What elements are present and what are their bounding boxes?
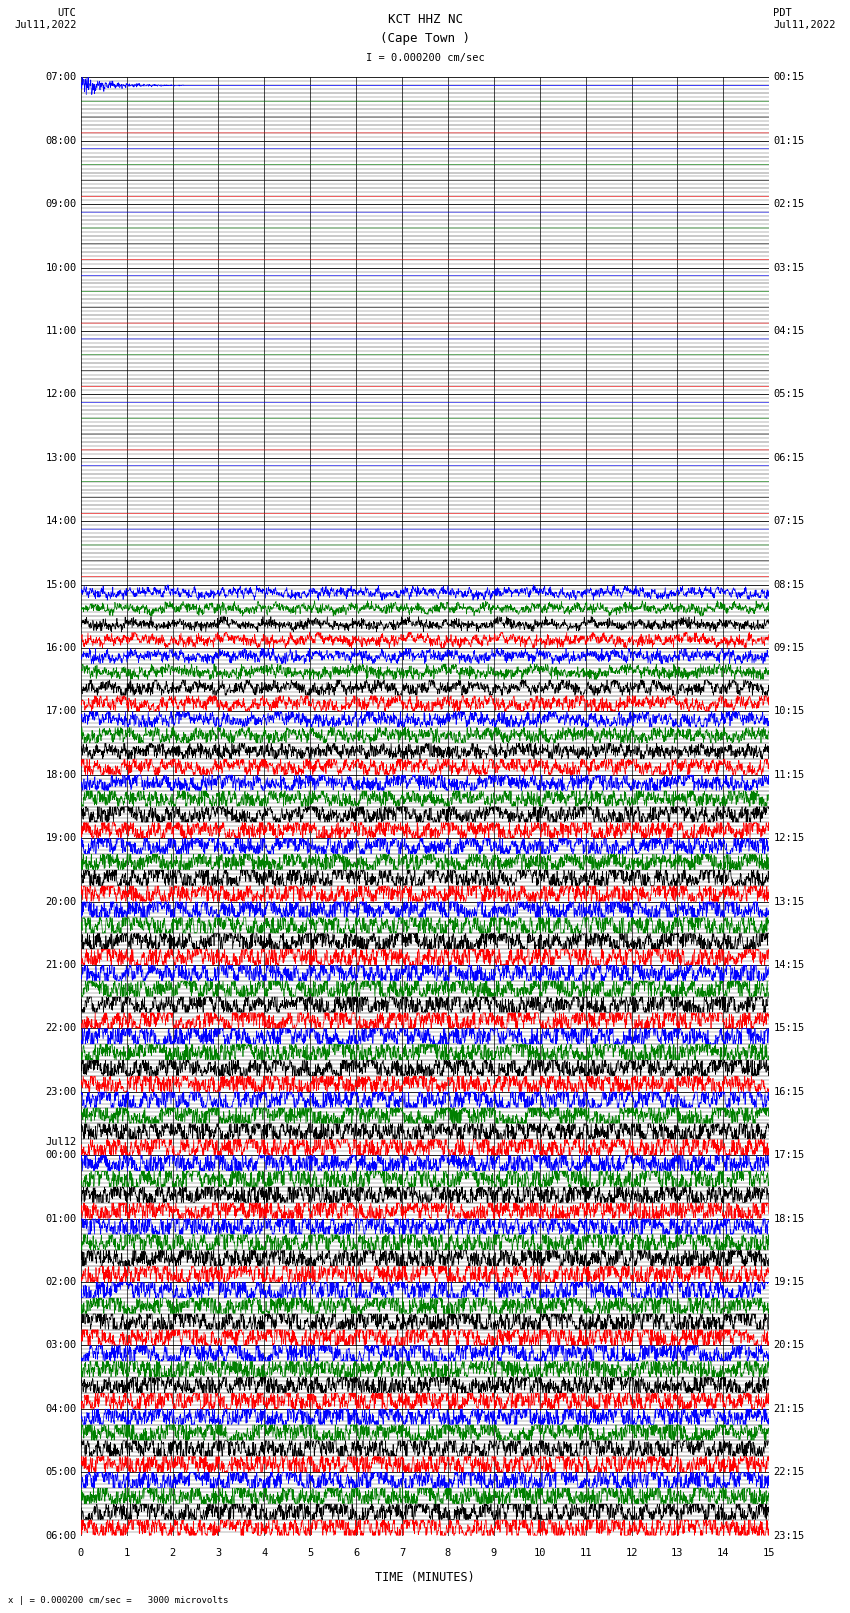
Text: 22:15: 22:15 [774, 1468, 805, 1478]
Text: 15:00: 15:00 [45, 579, 76, 590]
Text: x | = 0.000200 cm/sec =   3000 microvolts: x | = 0.000200 cm/sec = 3000 microvolts [8, 1595, 229, 1605]
Text: 18:15: 18:15 [774, 1213, 805, 1224]
Text: 1: 1 [123, 1548, 130, 1558]
Text: 08:00: 08:00 [45, 135, 76, 145]
Text: 11:00: 11:00 [45, 326, 76, 336]
Text: 10: 10 [534, 1548, 546, 1558]
Text: 00:15: 00:15 [774, 73, 805, 82]
Text: 05:00: 05:00 [45, 1468, 76, 1478]
Text: 23:00: 23:00 [45, 1087, 76, 1097]
Text: 3: 3 [215, 1548, 222, 1558]
Text: 22:00: 22:00 [45, 1023, 76, 1034]
Text: 5: 5 [307, 1548, 314, 1558]
Text: 17:15: 17:15 [774, 1150, 805, 1160]
Text: PDT
Jul11,2022: PDT Jul11,2022 [774, 8, 836, 29]
Text: 09:00: 09:00 [45, 200, 76, 210]
Text: 04:00: 04:00 [45, 1403, 76, 1413]
Text: 20:00: 20:00 [45, 897, 76, 907]
Text: 04:15: 04:15 [774, 326, 805, 336]
Text: 13: 13 [672, 1548, 683, 1558]
Text: 14: 14 [717, 1548, 729, 1558]
Text: 00:00: 00:00 [45, 1150, 76, 1160]
Text: 6: 6 [353, 1548, 360, 1558]
Text: UTC
Jul11,2022: UTC Jul11,2022 [14, 8, 76, 29]
Text: 10:15: 10:15 [774, 706, 805, 716]
Text: 12:00: 12:00 [45, 389, 76, 400]
Text: 7: 7 [399, 1548, 405, 1558]
Text: 12:15: 12:15 [774, 834, 805, 844]
Text: 4: 4 [261, 1548, 268, 1558]
Text: 19:15: 19:15 [774, 1277, 805, 1287]
Text: 21:00: 21:00 [45, 960, 76, 969]
Text: 18:00: 18:00 [45, 769, 76, 779]
Text: 05:15: 05:15 [774, 389, 805, 400]
Text: 01:15: 01:15 [774, 135, 805, 145]
Text: 0: 0 [77, 1548, 84, 1558]
Text: 16:15: 16:15 [774, 1087, 805, 1097]
Text: Jul12: Jul12 [45, 1137, 76, 1147]
Text: 11:15: 11:15 [774, 769, 805, 779]
Text: 06:00: 06:00 [45, 1531, 76, 1540]
Text: 2: 2 [169, 1548, 176, 1558]
Text: 09:15: 09:15 [774, 644, 805, 653]
Text: 03:00: 03:00 [45, 1340, 76, 1350]
Text: 15: 15 [763, 1548, 775, 1558]
Text: 20:15: 20:15 [774, 1340, 805, 1350]
Text: (Cape Town ): (Cape Town ) [380, 32, 470, 45]
Text: 02:00: 02:00 [45, 1277, 76, 1287]
Text: 12: 12 [626, 1548, 638, 1558]
Text: 13:15: 13:15 [774, 897, 805, 907]
Text: 10:00: 10:00 [45, 263, 76, 273]
Text: 14:00: 14:00 [45, 516, 76, 526]
Text: 07:00: 07:00 [45, 73, 76, 82]
Text: 23:15: 23:15 [774, 1531, 805, 1540]
Text: KCT HHZ NC: KCT HHZ NC [388, 13, 462, 26]
Text: TIME (MINUTES): TIME (MINUTES) [375, 1571, 475, 1584]
Text: 9: 9 [490, 1548, 497, 1558]
Text: 03:15: 03:15 [774, 263, 805, 273]
Text: I = 0.000200 cm/sec: I = 0.000200 cm/sec [366, 53, 484, 63]
Text: 11: 11 [580, 1548, 592, 1558]
Text: 02:15: 02:15 [774, 200, 805, 210]
Text: 16:00: 16:00 [45, 644, 76, 653]
Text: 8: 8 [445, 1548, 451, 1558]
Text: 19:00: 19:00 [45, 834, 76, 844]
Text: 21:15: 21:15 [774, 1403, 805, 1413]
Text: 06:15: 06:15 [774, 453, 805, 463]
Text: 01:00: 01:00 [45, 1213, 76, 1224]
Text: 13:00: 13:00 [45, 453, 76, 463]
Text: 07:15: 07:15 [774, 516, 805, 526]
Text: 14:15: 14:15 [774, 960, 805, 969]
Text: 15:15: 15:15 [774, 1023, 805, 1034]
Text: 08:15: 08:15 [774, 579, 805, 590]
Text: 17:00: 17:00 [45, 706, 76, 716]
